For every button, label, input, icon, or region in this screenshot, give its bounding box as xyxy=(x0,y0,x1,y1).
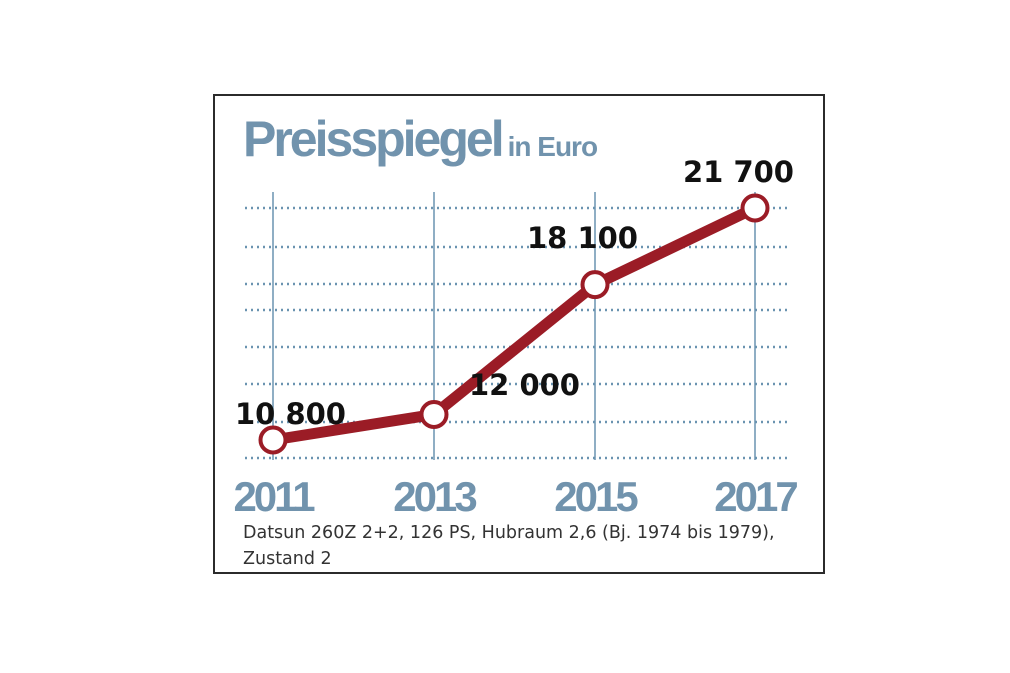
data-label: 21 700 xyxy=(683,155,794,189)
chart-title-unit: in Euro xyxy=(507,131,598,162)
x-tick-label: 2011 xyxy=(233,473,315,516)
data-point-marker xyxy=(258,425,288,455)
chart-title: Preisspiegel in Euro xyxy=(243,110,598,168)
data-label: 12 000 xyxy=(469,368,580,402)
line-chart: 10 800 12 000 18 100 21 700 2011 2013 2015 2017 xyxy=(233,155,800,516)
data-point-marker xyxy=(580,270,610,300)
x-tick-label: 2013 xyxy=(393,473,476,516)
chart-frame: Preisspiegel in Euro 10 800 12 000 18 100 21… xyxy=(213,94,825,574)
data-point-marker xyxy=(740,193,770,223)
x-tick-label: 2017 xyxy=(714,473,797,516)
series-line xyxy=(267,202,761,446)
data-label: 18 100 xyxy=(527,221,638,255)
data-label: 10 800 xyxy=(235,397,346,431)
data-point-marker xyxy=(419,399,449,429)
chart-title-main: Preisspiegel xyxy=(243,111,505,167)
x-tick-label: 2015 xyxy=(554,473,638,516)
chart-caption: Datsun 260Z 2+2, 126 PS, Hubraum 2,6 (Bj… xyxy=(243,523,775,569)
